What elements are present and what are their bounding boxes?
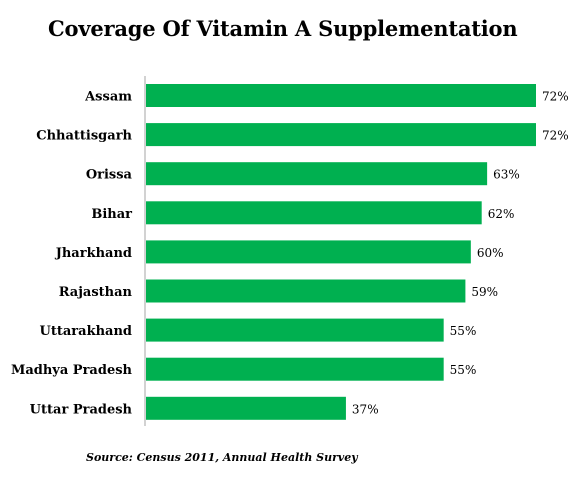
category-label: Rajasthan <box>59 285 133 300</box>
bar <box>146 240 471 264</box>
category-label: Uttar Pradesh <box>30 402 133 417</box>
bar <box>146 123 536 147</box>
data-label: 60% <box>477 246 504 260</box>
bars-group <box>146 84 536 420</box>
data-label: 72% <box>542 90 569 104</box>
category-label: Bihar <box>91 207 132 222</box>
category-label: Orissa <box>86 168 133 183</box>
source-note: Source: Census 2011, Annual Health Surve… <box>86 451 358 464</box>
bar <box>146 279 466 303</box>
chart-title: Coverage Of Vitamin A Supplementation <box>48 16 518 41</box>
data-label: 63% <box>493 168 520 182</box>
category-labels-group: Assam Chhattisgarh Orissa Bihar Jharkhand Raj… <box>11 90 133 418</box>
data-label: 55% <box>450 363 477 377</box>
category-label: Uttarakhand <box>40 324 132 339</box>
bar <box>146 84 536 107</box>
data-label: 55% <box>450 324 477 338</box>
data-label: 62% <box>488 207 515 221</box>
bar <box>146 162 488 186</box>
category-label: Chhattisgarh <box>36 129 132 144</box>
bar <box>146 396 346 420</box>
bar <box>146 357 444 381</box>
data-label: 72% <box>542 129 569 143</box>
category-label: Madhya Pradesh <box>11 363 133 378</box>
category-label: Assam <box>84 90 132 105</box>
value-labels-group: 72% 72% 63% 62% 60% 59% 55% 55% 37% <box>352 90 569 417</box>
category-label: Jharkhand <box>55 246 132 261</box>
bar <box>146 201 482 225</box>
bar <box>146 318 444 342</box>
data-label: 59% <box>471 285 498 299</box>
data-label: 37% <box>352 402 379 416</box>
